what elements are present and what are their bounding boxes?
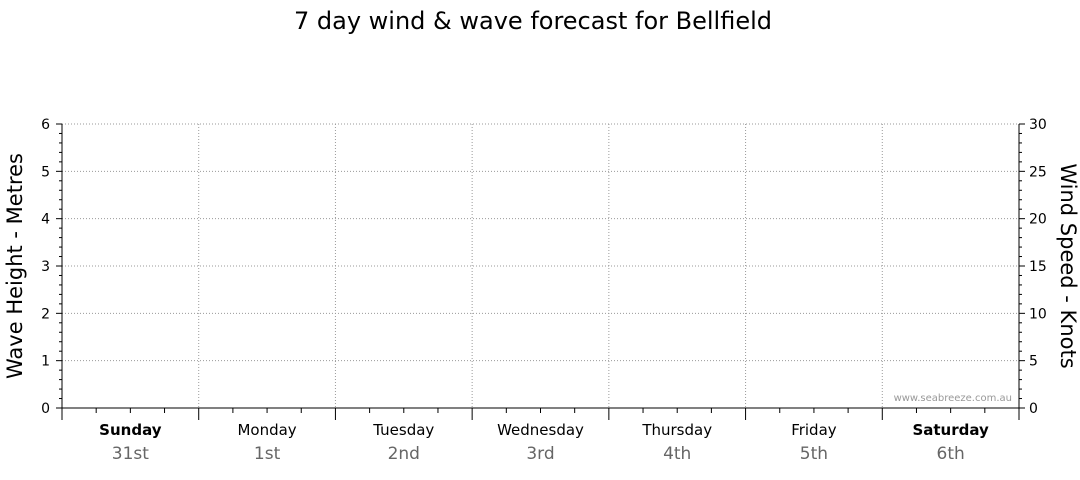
day-label: Friday [791,421,837,439]
left-tick-label: 5 [41,164,50,180]
date-label: 6th [937,444,965,464]
date-label: 2nd [388,444,420,464]
date-label: 5th [800,444,828,464]
left-tick-label: 6 [41,117,50,133]
left-tick-label: 1 [41,354,50,370]
day-label: Thursday [641,421,712,439]
axis-layer [56,123,1025,420]
date-label: 1st [254,444,281,464]
right-tick-label: 20 [1029,212,1047,228]
date-label: 31st [112,444,149,464]
left-tick-label: 3 [41,259,50,275]
right-axis-title: Wind Speed - Knots [1056,163,1080,368]
right-tick-label: 30 [1029,117,1047,133]
right-tick-label: 5 [1029,354,1038,370]
day-label: Monday [237,421,296,439]
left-tick-label: 4 [41,212,50,228]
right-tick-label: 15 [1029,259,1047,275]
right-tick-label: 10 [1029,306,1047,322]
date-label: 3rd [526,444,554,464]
right-tick-label: 25 [1029,164,1047,180]
day-label: Sunday [99,421,162,439]
left-axis-title: Wave Height - Metres [3,153,27,379]
day-label: Saturday [912,421,989,439]
left-tick-label: 2 [41,306,50,322]
label-layer: 0 1 2 3 4 5 6 0 5 10 15 20 25 30 Sunday 31st Monday 1st Tu… [41,117,1047,464]
chart-title: 7 day wind & wave forecast for Bellfield [294,7,772,35]
day-label: Wednesday [497,421,584,439]
watermark-text: www.seabreeze.com.au [894,393,1012,404]
right-tick-label: 0 [1029,401,1038,417]
date-label: 4th [663,444,691,464]
day-label: Tuesday [372,421,434,439]
left-tick-label: 0 [41,401,50,417]
grid-layer [62,123,1019,408]
